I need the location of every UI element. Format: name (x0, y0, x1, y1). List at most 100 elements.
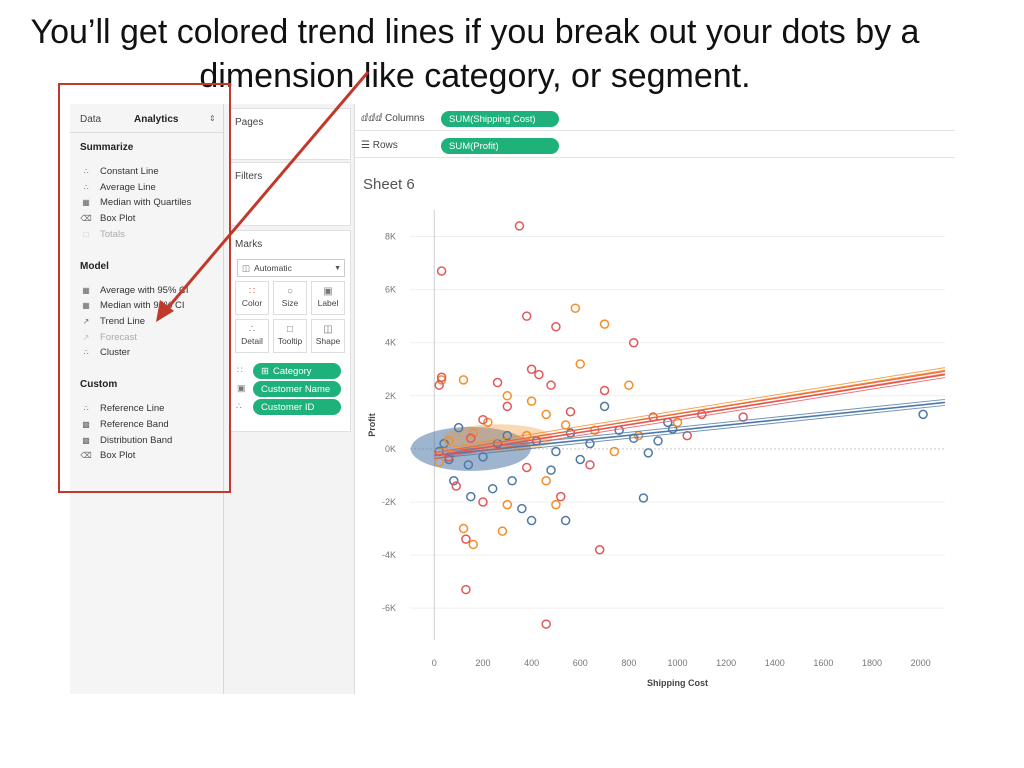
data-point (468, 428, 478, 438)
cluster-icon: ∴ (83, 347, 89, 357)
tooltip-icon: □ (286, 324, 294, 335)
data-point (526, 515, 537, 526)
label-icon: ▣ (323, 286, 333, 297)
marks-shape-button[interactable]: ◫ Shape (311, 319, 345, 353)
x-tick-label: 400 (524, 658, 539, 668)
analytics-item-reference-line[interactable]: ∴ Reference Line (80, 401, 164, 415)
data-point (514, 221, 525, 231)
x-tick-label: 1200 (716, 658, 736, 668)
scatter-plot[interactable]: -6K -4K -2K 0K 2K 4K 6K 8K 0 200 400 600 800 1000 1200… (355, 200, 955, 694)
analytics-item-median-quartiles[interactable]: ▦ Median with Quartiles (80, 195, 191, 209)
trend-line (434, 373, 946, 457)
analytics-item-box-plot[interactable]: ⌫ Box Plot (80, 212, 136, 224)
sheet-title: Sheet 6 (363, 176, 415, 193)
data-point (478, 414, 488, 425)
marks-tooltip-button[interactable]: □ Tooltip (273, 319, 307, 353)
pill-sum-shipping-cost[interactable]: SUM(Shipping Cost) (441, 111, 559, 127)
data-point (551, 322, 561, 332)
analytics-item-average-line[interactable]: ∴ Average Line (80, 180, 155, 194)
data-point (502, 430, 513, 441)
data-point (541, 409, 551, 420)
data-point (444, 436, 454, 446)
data-point (507, 475, 517, 486)
data-point (570, 303, 581, 313)
pill-customer-id[interactable]: Customer ID (253, 399, 341, 415)
annotation-highlight-box (58, 83, 231, 493)
data-point (436, 266, 447, 276)
analytics-item-totals: □ Totals (80, 227, 125, 241)
analytics-item-reference-band[interactable]: ▩ Reference Band (80, 417, 168, 431)
rows-shelf[interactable]: ☰ Rows SUM(Profit) (355, 135, 955, 158)
x-tick-label: 800 (621, 658, 636, 668)
analytics-item-average-ci[interactable]: ▦ Average with 95% CI (80, 283, 188, 297)
data-point (502, 391, 513, 401)
columns-label: ⅆⅆⅆ Columns (361, 113, 425, 124)
y-tick-label: 8K (385, 232, 396, 242)
data-point (643, 448, 654, 458)
analytics-item-constant-line[interactable]: ∴ Constant Line (80, 164, 158, 178)
pill-customer-name[interactable]: Customer Name (253, 381, 341, 397)
pill-category[interactable]: ⊞ Category (253, 363, 341, 379)
size-icon: ○ (286, 286, 294, 297)
x-tick-label: 2000 (911, 658, 931, 668)
analytics-item-box-plot-custom[interactable]: ⌫ Box Plot (80, 449, 136, 461)
trend-line (434, 371, 946, 454)
data-point (483, 417, 493, 428)
data-point (672, 417, 683, 428)
marks-detail-button[interactable]: ∴ Detail (235, 319, 269, 353)
data-point (585, 460, 595, 470)
slide-title: You’ll get colored trend lines if you br… (30, 13, 920, 95)
marks-size-button[interactable]: ○ Size (273, 281, 307, 315)
rows-label: ☰ Rows (361, 140, 398, 151)
analytics-item-median-ci[interactable]: ▦ Median with 95% CI (80, 298, 184, 312)
analytics-item-cluster[interactable]: ∴ Cluster (80, 345, 130, 359)
x-tick-label: 1800 (862, 658, 882, 668)
y-tick-label: -2K (382, 497, 396, 507)
distribution-band-icon: ▩ (82, 435, 90, 445)
data-point (541, 619, 551, 629)
average-line-icon: ∴ (83, 182, 89, 192)
data-point (487, 483, 498, 494)
data-point (697, 409, 707, 420)
pages-shelf[interactable]: Pages (230, 108, 351, 160)
analytics-item-distribution-band[interactable]: ▩ Distribution Band (80, 433, 172, 447)
data-point (461, 584, 471, 595)
data-point (560, 515, 571, 526)
pill-sum-profit[interactable]: SUM(Profit) (441, 138, 559, 154)
forecast-icon: ↗ (82, 332, 90, 342)
chevron-down-icon: ▼ (334, 264, 341, 272)
tab-data[interactable]: Data (80, 114, 102, 125)
data-point (453, 422, 464, 433)
x-tick-label: 1600 (813, 658, 833, 668)
box-plot-icon: ⌫ (80, 213, 92, 223)
data-point (497, 526, 508, 536)
y-tick-label: -4K (382, 550, 396, 560)
marks-label-button[interactable]: ▣ Label (311, 281, 345, 315)
data-point (439, 438, 449, 449)
data-point (466, 433, 476, 444)
trend-line (434, 377, 946, 460)
tab-analytics[interactable]: Analytics (134, 114, 179, 125)
columns-shelf[interactable]: ⅆⅆⅆ Columns SUM(Shipping Cost) (355, 108, 955, 131)
data-point (502, 499, 513, 510)
mark-type-dropdown[interactable]: ◫ Automatic ▼ (237, 259, 345, 277)
data-point (575, 454, 585, 465)
color-field-icon: ∷ (237, 365, 243, 375)
trend-line (434, 404, 946, 460)
data-point (502, 401, 513, 412)
columns-icon: ⅆⅆⅆ (361, 113, 383, 124)
analytics-item-trend-line[interactable]: ↗ Trend Line (80, 314, 145, 328)
data-point (546, 465, 556, 475)
section-custom: Custom (80, 379, 118, 390)
rows-icon: ☰ (361, 140, 370, 151)
data-point (468, 539, 478, 550)
y-tick-label: -6K (382, 603, 396, 613)
data-point (534, 369, 544, 380)
marks-color-button[interactable]: ∷ Color (235, 281, 269, 315)
data-point (628, 337, 639, 348)
x-tick-label: 600 (573, 658, 588, 668)
data-point (434, 380, 444, 390)
data-point (466, 491, 476, 502)
data-point (541, 475, 551, 486)
filters-shelf[interactable]: Filters (230, 162, 351, 226)
